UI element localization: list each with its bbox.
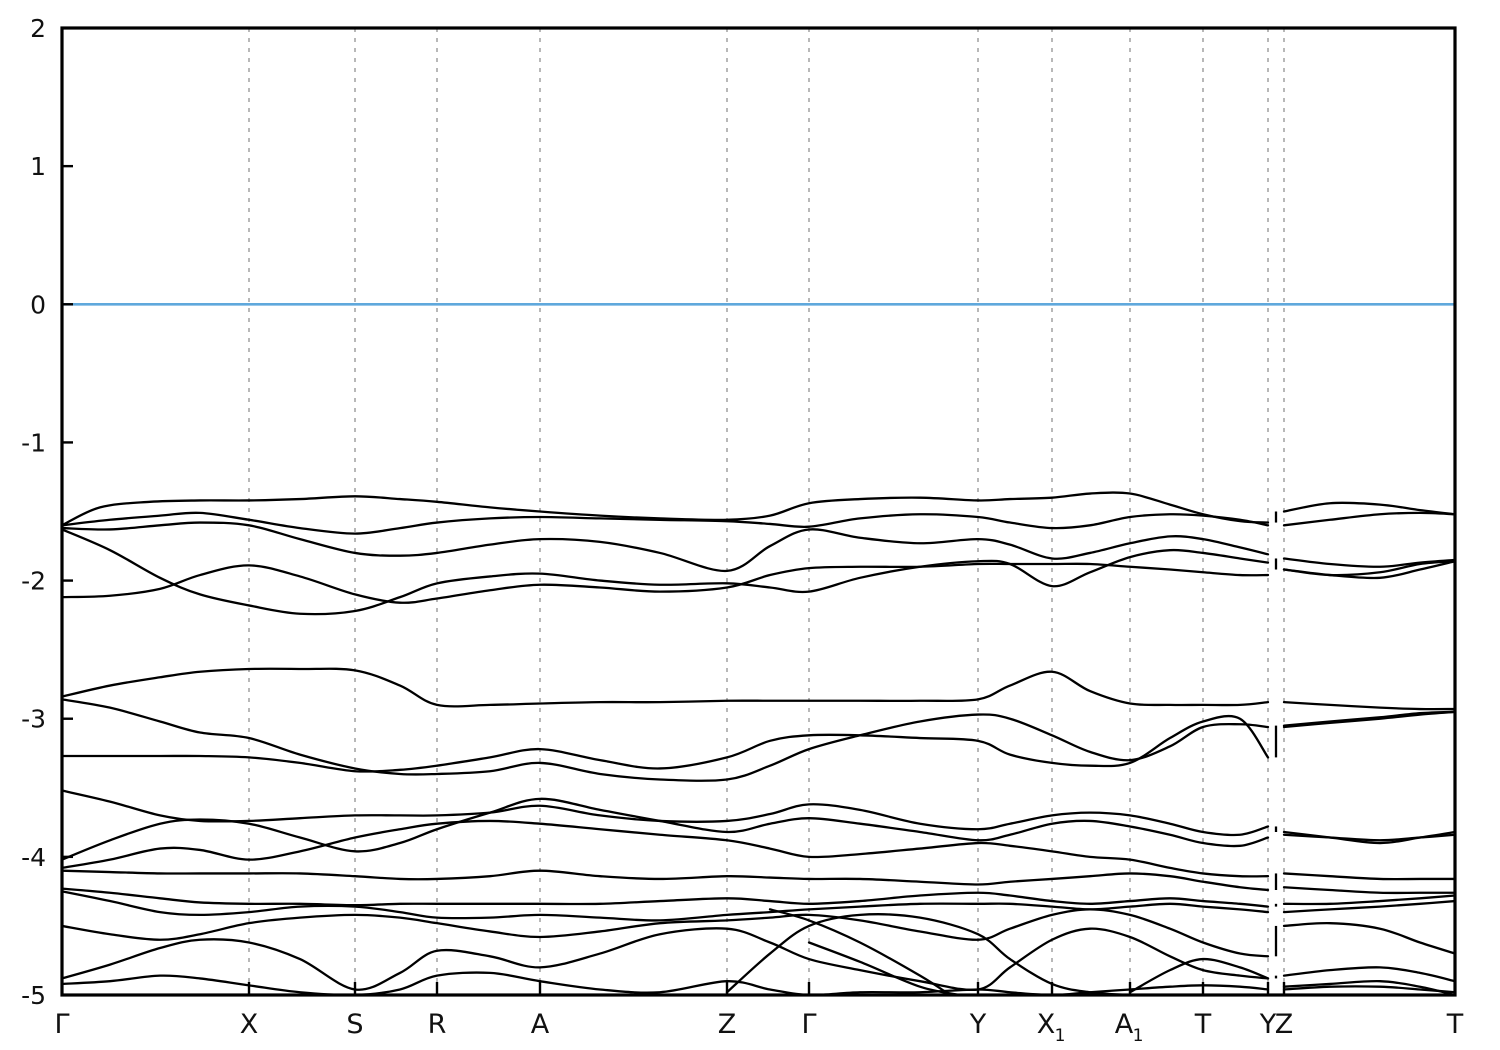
band-curve (1282, 966, 1457, 983)
band-curves-group (60, 491, 1457, 997)
band-curve (60, 890, 1270, 922)
band-curve (1282, 979, 1457, 997)
band-curve (60, 698, 1270, 782)
band-curve (807, 941, 962, 997)
y-tick-label: 0 (30, 290, 46, 319)
band-curve (1282, 501, 1457, 516)
band-curve (60, 789, 1270, 837)
band-curve (60, 819, 1270, 878)
band-curve (1282, 560, 1457, 580)
x-tick-label: R (428, 1009, 447, 1040)
band-curve (1282, 899, 1457, 914)
band-curve (725, 913, 1132, 997)
x-axis-ticks: Γ X S R A Z Γ Y X 1 A 1 T YZ T (54, 982, 1464, 1046)
band-curve (1282, 700, 1457, 711)
x-tick-label: Y (969, 1009, 987, 1040)
x-tick-label: Γ (801, 1009, 816, 1040)
band-curve (1128, 957, 1270, 994)
x-tick-subscript: 1 (1055, 1026, 1066, 1046)
band-curve (60, 971, 1270, 997)
axes-frame (60, 26, 1457, 997)
band-curve (60, 714, 1270, 773)
band-curve (60, 491, 1270, 527)
y-tick-label: -5 (21, 981, 46, 1010)
y-tick-label: 2 (30, 14, 46, 43)
y-tick-label: -4 (21, 843, 46, 872)
band-curve (1282, 710, 1457, 727)
band-curve (1282, 833, 1457, 842)
x-tick-label: S (346, 1009, 363, 1040)
x-tick-label: X (240, 1009, 259, 1040)
x-tick-label: Y (1259, 1009, 1277, 1040)
band-curve (60, 927, 1270, 992)
band-curve (1282, 921, 1457, 955)
x-tick-label: Z (1275, 1009, 1294, 1040)
y-axis-ticks: 2 1 0 -1 -2 -3 -4 -5 (21, 14, 73, 1010)
band-curve (60, 528, 1270, 616)
x-tick-label: A (1115, 1009, 1134, 1040)
band-curve (60, 887, 1270, 908)
x-tick-label: Γ (54, 1009, 69, 1040)
x-tick-label: T (1194, 1009, 1212, 1040)
x-tick-label: T (1446, 1009, 1464, 1040)
band-curve (60, 511, 1270, 535)
band-curve (60, 521, 1270, 573)
y-tick-label: -3 (21, 705, 46, 734)
x-tick-label: Z (718, 1009, 737, 1040)
y-tick-label: -1 (21, 428, 46, 457)
band-curve (60, 562, 1270, 604)
band-curve (60, 797, 1270, 861)
y-tick-label: 1 (30, 152, 46, 181)
band-curve (768, 908, 952, 997)
band-curve (1282, 872, 1457, 881)
band-curve (60, 908, 1270, 958)
band-curve (1282, 886, 1457, 895)
x-tick-subscript: 1 (1133, 1026, 1144, 1046)
x-tick-label: X (1037, 1009, 1056, 1040)
band-curve (1282, 894, 1457, 906)
band-curve (1282, 511, 1457, 527)
band-curve (60, 667, 1270, 708)
band-curve (60, 869, 1270, 892)
x-tick-label: A (531, 1009, 550, 1040)
plot-frame (60, 26, 1457, 997)
y-tick-label: -2 (21, 567, 46, 596)
